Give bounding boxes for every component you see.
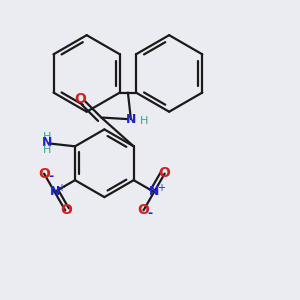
Text: O: O xyxy=(74,92,86,106)
Text: -: - xyxy=(48,170,53,183)
Text: O: O xyxy=(158,166,170,180)
Text: -: - xyxy=(147,207,152,220)
Text: O: O xyxy=(60,203,72,217)
Text: N: N xyxy=(50,185,60,199)
Text: H: H xyxy=(43,132,51,142)
Text: +: + xyxy=(157,183,165,194)
Text: +: + xyxy=(57,183,65,194)
Text: N: N xyxy=(149,185,159,199)
Text: O: O xyxy=(137,203,149,217)
Text: O: O xyxy=(38,167,50,181)
Text: N: N xyxy=(42,136,52,149)
Text: H: H xyxy=(140,116,148,126)
Text: H: H xyxy=(43,145,51,155)
Text: N: N xyxy=(126,112,136,126)
